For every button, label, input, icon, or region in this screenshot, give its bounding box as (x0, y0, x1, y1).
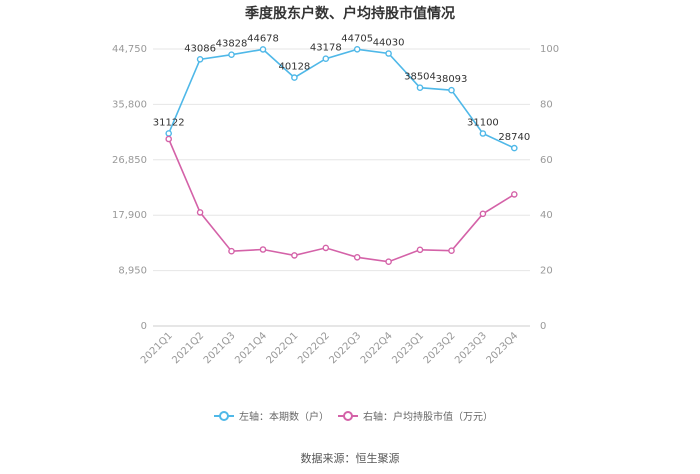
right-tick-label: 100 (540, 44, 559, 55)
right-tick-label: 0 (540, 321, 546, 332)
data-label: 43086 (184, 43, 216, 54)
data-point[interactable] (385, 258, 392, 266)
data-label: 43178 (310, 43, 342, 54)
right-axis: 0 20 40 60 80 100 (540, 44, 559, 332)
left-tick-label: 26,850 (112, 155, 147, 166)
legend: 左轴：本期数（户） 右轴：户均持股市值（万元） (214, 410, 493, 423)
data-label: 38093 (436, 74, 468, 85)
data-point[interactable] (259, 46, 267, 53)
data-label: 40128 (278, 62, 310, 73)
data-point[interactable] (196, 209, 204, 216)
right-tick-label: 60 (540, 155, 553, 166)
legend-marker-left (219, 411, 229, 421)
chart-title: 季度股东户数、户均持股市值情况 (244, 5, 455, 22)
data-point[interactable] (510, 144, 518, 152)
legend-item-left[interactable]: 左轴：本期数（户） (214, 410, 329, 423)
data-label: 31122 (153, 117, 185, 128)
x-tick-label: 2022Q3 (327, 330, 363, 366)
legend-item-right[interactable]: 右轴：户均持股市值（万元） (338, 410, 493, 423)
data-point[interactable] (322, 244, 330, 252)
data-point[interactable] (479, 130, 487, 137)
data-point[interactable] (448, 86, 455, 94)
x-tick-label: 2023Q4 (485, 330, 521, 366)
legend-label-right: 右轴：户均持股市值（万元） (363, 410, 493, 423)
data-point[interactable] (291, 252, 298, 259)
data-label: 44678 (247, 33, 279, 44)
left-tick-label: 44,750 (112, 44, 147, 55)
left-tick-label: 35,800 (112, 99, 147, 110)
left-tick-label: 8,950 (118, 266, 147, 277)
x-tick-label: 2022Q2 (296, 330, 332, 366)
legend-label-left: 左轴：本期数（户） (239, 410, 329, 423)
data-label: 44030 (373, 38, 405, 49)
data-point[interactable] (416, 84, 424, 91)
x-tick-label: 2022Q1 (265, 330, 301, 366)
left-tick-label: 0 (141, 321, 147, 332)
data-point[interactable] (259, 246, 267, 253)
right-tick-label: 40 (540, 210, 553, 221)
series-line-right (167, 138, 515, 263)
data-point[interactable] (228, 247, 235, 255)
data-point[interactable] (165, 135, 172, 143)
data-point[interactable] (353, 253, 361, 261)
data-label: 31100 (467, 118, 499, 129)
x-tick-label: 2022Q4 (359, 330, 395, 366)
right-tick-label: 80 (540, 99, 553, 110)
data-point[interactable] (353, 46, 361, 53)
data-label: 44705 (341, 33, 373, 44)
x-tick-label: 2023Q1 (390, 330, 426, 366)
x-tick-label: 2021Q2 (170, 330, 206, 366)
data-point[interactable] (322, 55, 330, 63)
data-point[interactable] (416, 246, 424, 254)
data-label: 28740 (498, 132, 530, 143)
data-point[interactable] (196, 56, 204, 63)
left-axis: 0 8,950 17,900 26,850 35,800 44,750 (112, 44, 147, 332)
x-tick-label: 2021Q4 (233, 330, 269, 366)
right-tick-label: 20 (540, 266, 553, 277)
data-label: 38504 (404, 72, 436, 83)
data-source: 数据来源：恒生聚源 (301, 451, 400, 465)
x-tick-label: 2021Q1 (139, 330, 175, 366)
data-point[interactable] (448, 247, 455, 254)
data-point[interactable] (479, 210, 487, 218)
data-point[interactable] (510, 191, 518, 198)
x-tick-label: 2023Q3 (453, 330, 489, 366)
legend-marker-right (343, 411, 353, 421)
x-axis: 2021Q12021Q22021Q32021Q42022Q12022Q22022… (139, 325, 530, 366)
left-tick-label: 17,900 (112, 210, 147, 221)
data-point[interactable] (385, 50, 392, 57)
series-line-left (167, 48, 515, 149)
x-tick-label: 2021Q3 (202, 330, 238, 366)
x-tick-label: 2023Q2 (422, 330, 458, 366)
data-point[interactable] (228, 51, 235, 59)
data-point[interactable] (291, 74, 298, 81)
grid (153, 48, 530, 327)
data-label: 43828 (216, 39, 248, 50)
data-point[interactable] (165, 130, 172, 137)
